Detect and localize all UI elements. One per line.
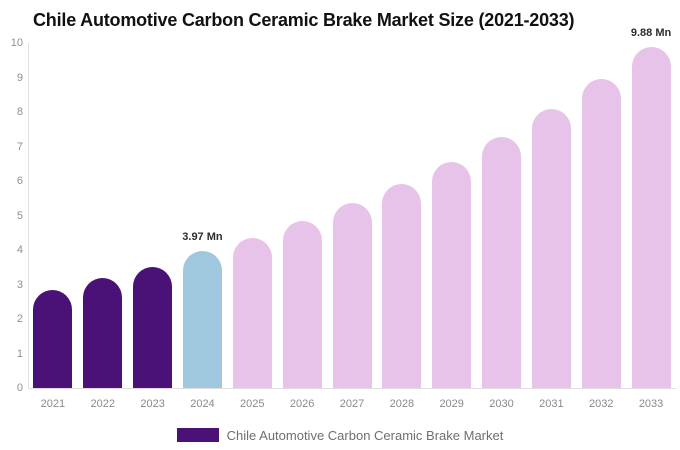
- x-tick-label: 2026: [289, 398, 315, 410]
- x-tick-label: 2033: [638, 398, 664, 410]
- x-tick-label: 2023: [140, 398, 165, 410]
- x-tick-label: 2028: [389, 398, 415, 410]
- x-tick-label: 2030: [489, 398, 514, 410]
- bar-2030[interactable]: [482, 136, 522, 388]
- bar-2032[interactable]: [581, 79, 621, 388]
- y-tick-label: 2: [16, 313, 23, 325]
- y-tick-label: 0: [16, 382, 23, 394]
- x-tick-label: 2022: [90, 398, 115, 410]
- bar-2024[interactable]: [182, 251, 222, 388]
- bar-2022[interactable]: [83, 278, 123, 388]
- x-axis-line: [28, 388, 676, 389]
- bar-2031[interactable]: [531, 109, 571, 388]
- bar-2033[interactable]: [631, 47, 671, 388]
- x-tick-label: 2027: [339, 398, 365, 410]
- bar-2021[interactable]: [33, 289, 73, 388]
- legend-label[interactable]: Chile Automotive Carbon Ceramic Brake Ma…: [226, 427, 504, 443]
- legend: Chile Automotive Carbon Ceramic Brake Ma…: [0, 427, 680, 443]
- y-tick-label: 10: [10, 37, 23, 49]
- x-tick-label: 2032: [588, 398, 614, 410]
- bar-2029[interactable]: [432, 162, 472, 388]
- x-tick-label: 2029: [439, 398, 464, 410]
- y-tick-label: 6: [16, 175, 23, 187]
- x-tick-label: 2025: [240, 398, 265, 410]
- y-tick-label: 1: [16, 347, 23, 360]
- bar-2025[interactable]: [232, 237, 272, 388]
- y-tick-label: 8: [16, 106, 23, 118]
- y-tick-label: 9: [16, 71, 23, 84]
- x-tick-label: 2031: [539, 398, 564, 410]
- data-label-2024: 3.97 Mn: [182, 231, 223, 244]
- y-tick-label: 7: [16, 140, 23, 153]
- bar-2027[interactable]: [332, 203, 372, 388]
- y-axis-line: [28, 43, 29, 388]
- y-tick-label: 5: [16, 209, 23, 222]
- legend-swatch[interactable]: [176, 428, 219, 442]
- y-tick-label: 4: [16, 244, 23, 256]
- x-tick-label: 2021: [40, 398, 66, 410]
- bar-2028[interactable]: [382, 183, 422, 388]
- bar-2026[interactable]: [282, 220, 322, 388]
- data-label-2033: 9.88 Mn: [630, 27, 672, 40]
- x-tick-label: 2024: [190, 398, 215, 410]
- chart-title: Chile Automotive Carbon Ceramic Brake Ma…: [33, 10, 575, 30]
- bar-2023[interactable]: [133, 267, 173, 388]
- y-tick-label: 3: [16, 278, 23, 291]
